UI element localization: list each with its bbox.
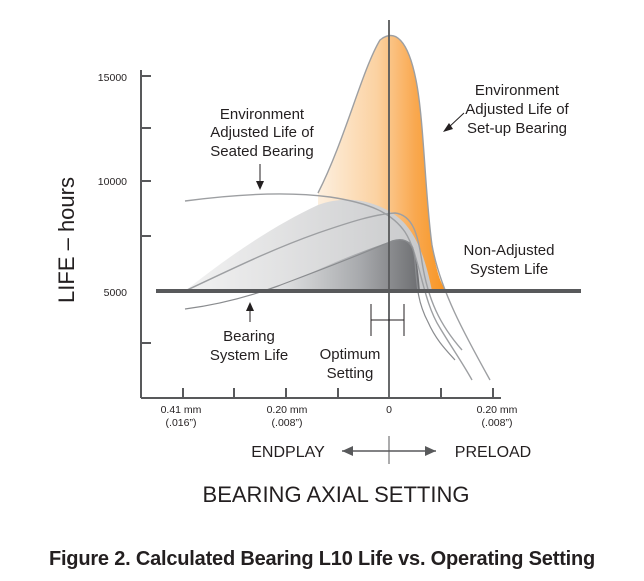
set-up-label-line1: Environment bbox=[475, 82, 560, 99]
endplay-arrowhead bbox=[342, 446, 353, 456]
non-adjusted-label-line2: System Life bbox=[470, 261, 548, 278]
y-tick-label-10000: 10000 bbox=[98, 176, 127, 188]
set-up-bearing-life-curve bbox=[317, 34, 491, 381]
optimum-label-line1: Optimum bbox=[320, 346, 381, 363]
seated-label-line1: Environment bbox=[220, 106, 305, 123]
x-tick-label-008in-preload: (.008”) bbox=[482, 417, 513, 429]
non-adjusted-label-line1: Non-Adjusted bbox=[464, 242, 555, 259]
endplay-label: ENDPLAY bbox=[251, 444, 325, 461]
set-up-label-line3: Set-up Bearing bbox=[467, 120, 567, 137]
x-axis-label: BEARING AXIAL SETTING bbox=[203, 482, 470, 507]
x-tick-label-020mm-preload: 0.20 mm bbox=[477, 404, 518, 416]
x-tick-label-016in: (.016”) bbox=[166, 417, 197, 429]
preload-arrowhead bbox=[425, 446, 436, 456]
optimum-label-line2: Setting bbox=[327, 365, 374, 382]
y-axis-label: LIFE – hours bbox=[54, 177, 79, 303]
set-up-label-line2: Adjusted Life of bbox=[465, 101, 569, 118]
y-tick-label-15000: 15000 bbox=[98, 72, 127, 84]
x-tick-label-041mm: 0.41 mm bbox=[161, 404, 202, 416]
seated-label-line2: Adjusted Life of bbox=[210, 124, 314, 141]
figure-caption: Figure 2. Calculated Bearing L10 Life vs… bbox=[48, 548, 596, 570]
seated-arrowhead bbox=[256, 181, 264, 190]
y-tick-label-5000: 5000 bbox=[104, 287, 128, 299]
chart: 15000 10000 5000 0.41 mm (.016”) 0.20 mm… bbox=[54, 20, 581, 507]
x-tick-label-020mm-endplay: 0.20 mm bbox=[267, 404, 308, 416]
set-up-arrowhead bbox=[443, 123, 453, 132]
bearing-system-label-line2: System Life bbox=[210, 347, 288, 364]
preload-label: PRELOAD bbox=[455, 444, 531, 461]
bearing-system-label-line1: Bearing bbox=[223, 328, 275, 345]
x-tick-label-008in-endplay: (.008”) bbox=[272, 417, 303, 429]
x-tick-label-zero: 0 bbox=[386, 404, 392, 416]
seated-label-line3: Seated Bearing bbox=[210, 143, 313, 160]
non-adjusted-system-life-area bbox=[272, 239, 420, 291]
seated-bearing-life-curve bbox=[184, 193, 473, 381]
bearing-system-arrowhead bbox=[246, 302, 254, 311]
